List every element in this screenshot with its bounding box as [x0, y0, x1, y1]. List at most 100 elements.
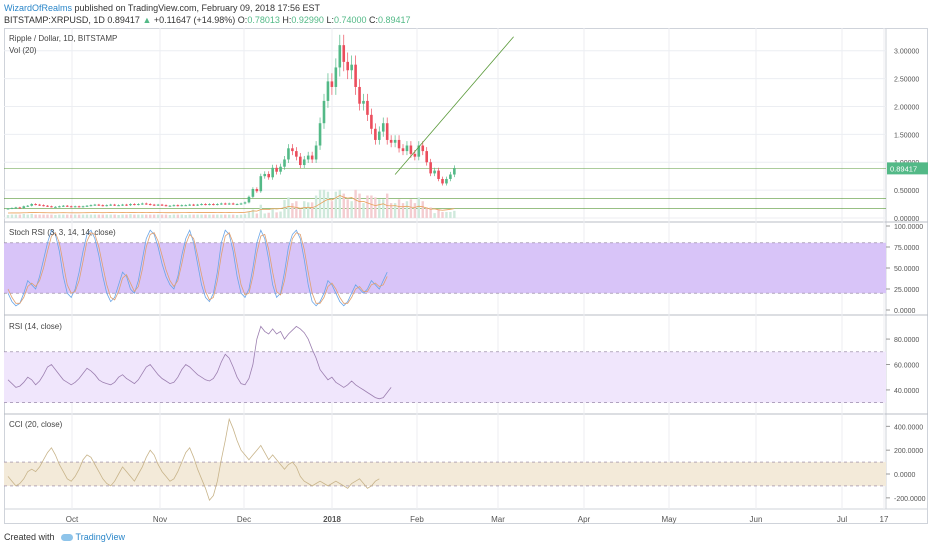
volume-bar	[413, 203, 417, 218]
volume-bar	[54, 215, 57, 218]
volume-bar	[85, 214, 89, 218]
stoch-rsi-tick-label: 0.0000	[894, 308, 916, 315]
tradingview-logo[interactable]: TradingView	[60, 532, 125, 542]
candle-body	[133, 204, 136, 206]
volume-bar	[145, 214, 148, 218]
time-axis-label: Dec	[237, 515, 251, 524]
volume-bar	[374, 197, 377, 218]
candle-body	[449, 174, 452, 179]
candle-body	[81, 206, 85, 208]
volume-bar	[30, 213, 33, 218]
candle-body	[417, 145, 421, 157]
volume-bar	[149, 214, 152, 218]
candle-body	[180, 205, 184, 207]
symbol-label: BITSTAMP:XRPUSD, 1D	[4, 15, 105, 25]
rsi-series-line	[7, 325, 392, 400]
time-axis-label: Mar	[491, 515, 505, 524]
candle-body	[223, 203, 227, 205]
volume-bar	[299, 209, 302, 218]
author-link[interactable]: WizardOfRealms	[4, 3, 73, 13]
volume-bar	[26, 214, 29, 218]
last-price-tag-text: 0.89417	[890, 164, 917, 173]
price-tick-label: 0.50000	[894, 188, 919, 195]
footer: Created with TradingView	[4, 532, 125, 542]
volume-bar	[397, 199, 401, 218]
rsi-title: RSI (14, close)	[9, 322, 62, 331]
candle-body	[192, 204, 195, 206]
candle-body	[291, 148, 294, 152]
candle-body	[231, 203, 235, 205]
symbol-header: BITSTAMP:XRPUSD, 1D 0.89417 ▲ +0.11647 (…	[4, 15, 411, 25]
volume-bar	[160, 214, 164, 218]
volume-bar	[66, 214, 69, 218]
price-tick-label: 2.00000	[894, 104, 919, 111]
low-value: 0.74000	[333, 15, 367, 25]
volume-bar	[50, 214, 53, 218]
candle-body	[271, 167, 274, 178]
volume-bar	[255, 213, 259, 218]
volume-bar	[18, 214, 22, 218]
volume-bar	[58, 214, 61, 218]
candle-body	[38, 204, 41, 206]
candle-body	[184, 205, 188, 207]
candle-body	[117, 205, 120, 207]
volume-bar	[141, 214, 144, 218]
candle-body	[334, 67, 338, 87]
volume-indicator-title: Vol (20)	[9, 46, 37, 55]
candle-body	[216, 204, 219, 206]
candle-body	[425, 151, 428, 163]
volume-bar	[259, 204, 262, 218]
candle-body	[437, 170, 440, 179]
rsi-tick-label: 80.0000	[894, 337, 919, 344]
price-tick-label: 1.50000	[894, 132, 919, 139]
candle-body	[46, 205, 49, 207]
stoch-rsi-tick-label: 25.0000	[894, 287, 919, 294]
volume-bar	[421, 201, 424, 218]
candle-body	[255, 189, 259, 192]
volume-bar	[314, 195, 318, 218]
volume-bar	[251, 209, 255, 218]
candle-body	[453, 168, 456, 175]
candle-body	[93, 204, 97, 206]
candle-body	[275, 167, 278, 172]
time-axis-label: Feb	[410, 515, 424, 524]
candle-body	[89, 205, 93, 207]
volume-bar	[378, 199, 381, 218]
volume-bar	[62, 214, 65, 218]
candle-body	[85, 205, 89, 207]
candle-body	[204, 204, 207, 206]
price-tick-label: 3.00000	[894, 49, 919, 56]
candle-body	[350, 64, 353, 71]
volume-bar	[22, 213, 25, 218]
candle-body	[401, 148, 405, 152]
candle-body	[397, 139, 401, 149]
chart-area[interactable]: Oct Nov Dec 2018 Feb Mar Apr May Jun Jul 17 3.00000…	[4, 28, 928, 524]
created-with-text: Created with	[4, 532, 55, 542]
stoch-rsi-tick-label: 100.0000	[894, 224, 923, 231]
volume-bar	[342, 193, 345, 218]
volume-bar	[105, 214, 108, 218]
candle-body	[97, 204, 101, 206]
volume-bar	[168, 215, 172, 218]
candle-body	[129, 204, 132, 206]
candle-body	[65, 205, 69, 207]
volume-bar	[362, 203, 365, 218]
candle-body	[22, 206, 26, 208]
volume-bar	[192, 214, 195, 218]
candle-body	[429, 162, 432, 174]
volume-bar	[6, 215, 10, 218]
candle-body	[409, 145, 413, 154]
close-value: 0.89417	[378, 15, 411, 25]
volume-bar	[97, 214, 101, 218]
volume-bar	[389, 203, 393, 218]
volume-bar	[449, 211, 452, 218]
volume-bar	[322, 189, 326, 218]
volume-bar	[184, 215, 187, 218]
chart-svg[interactable]: Oct Nov Dec 2018 Feb Mar Apr May Jun Jul 17 3.00000…	[4, 28, 928, 524]
volume-bar	[70, 214, 73, 218]
volume-bar	[441, 211, 444, 218]
time-axis-label: May	[661, 515, 676, 524]
volume-bar	[358, 193, 361, 218]
candle-body	[295, 151, 298, 157]
stoch-rsi-series-line	[7, 229, 388, 307]
